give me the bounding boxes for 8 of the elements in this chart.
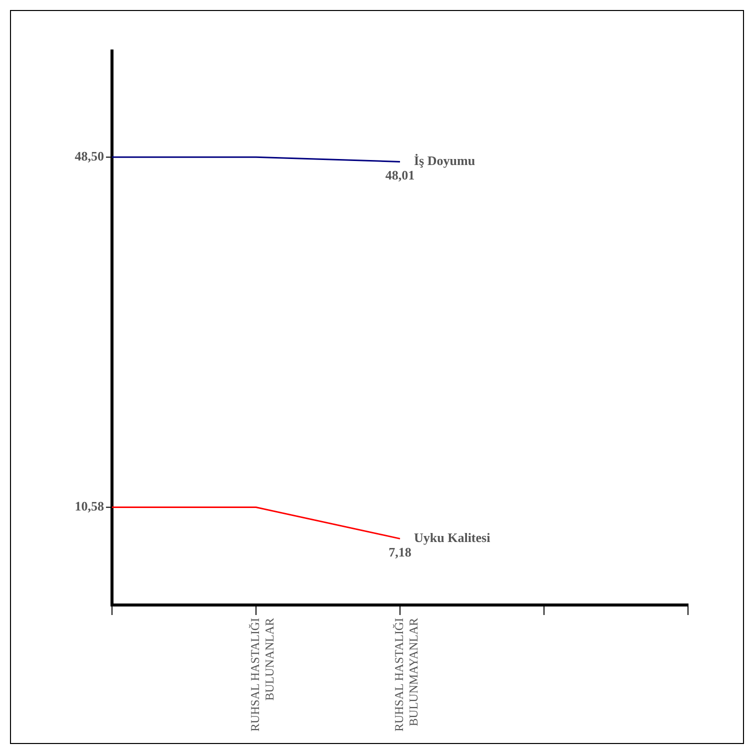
series-label: İş Doyumu [414,153,476,168]
x-tick-label: RUHSAL HASTALIĞI BULUNMAYANLAR [392,618,421,732]
data-label: 7,18 [388,544,412,560]
x-tick-label: RUHSAL HASTALIĞI BULUNANLAR [248,618,277,732]
data-label: 48,01 [385,168,415,183]
data-label: 48,50 [74,148,104,164]
data-label: 10,58 [74,498,104,514]
series-label: Uyku Kalitesi [414,530,491,546]
